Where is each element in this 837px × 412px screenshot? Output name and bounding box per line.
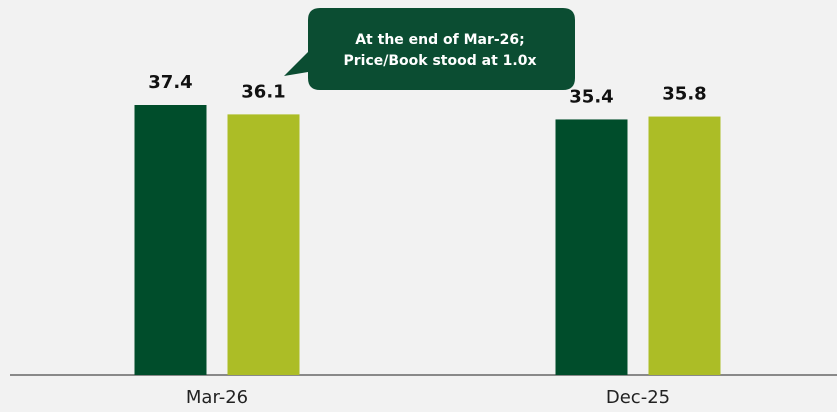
- bar: [555, 119, 628, 375]
- value-label: 37.4: [148, 72, 192, 93]
- annotation: At the end of Mar-26;: [355, 32, 525, 48]
- bar: [134, 105, 207, 375]
- bar: [227, 114, 300, 376]
- x-tick-label: Dec-25: [606, 387, 670, 408]
- bar: [648, 116, 721, 375]
- value-label: 35.8: [662, 84, 706, 105]
- x-tick-label: Mar-26: [186, 387, 248, 408]
- annotation: Price/Book stood at 1.0x: [344, 53, 537, 69]
- callout-box: [284, 8, 575, 90]
- value-label: 35.4: [569, 86, 613, 107]
- value-label: 36.1: [241, 81, 285, 102]
